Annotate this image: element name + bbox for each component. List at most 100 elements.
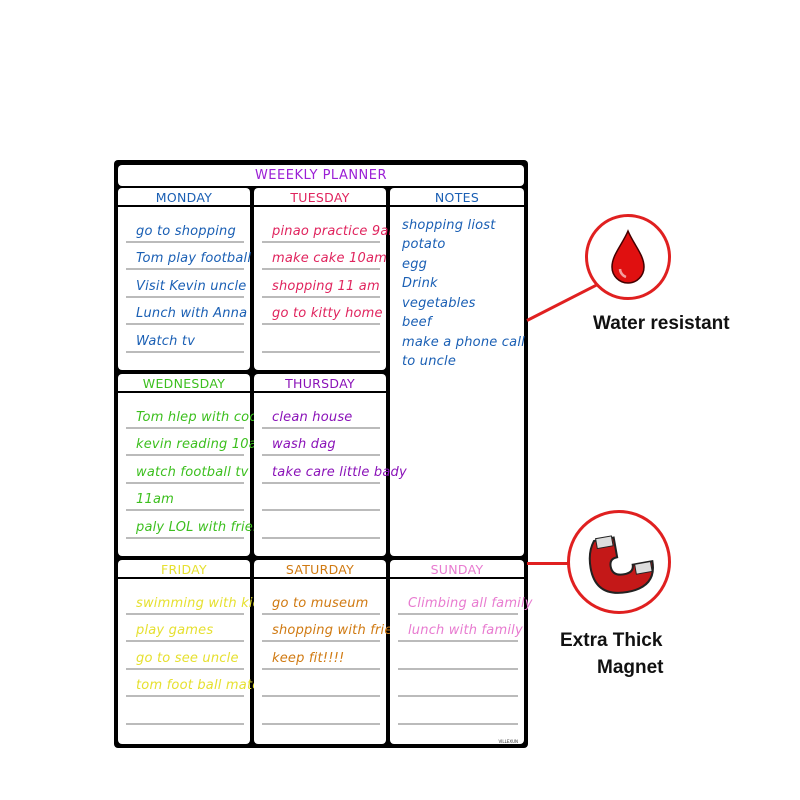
panel-sunday: SUNDAY Climbing all family lunch with fami… <box>390 560 533 744</box>
list-item[interactable]: wash dag <box>262 429 380 456</box>
list-item[interactable]: clean house <box>262 401 380 429</box>
list-item[interactable]: shopping with friends <box>262 615 416 642</box>
item-text: clean house <box>272 409 353 425</box>
list-item[interactable]: swimming with kid <box>126 587 261 615</box>
list-item[interactable]: Drink <box>398 274 518 294</box>
list-item[interactable] <box>262 697 380 725</box>
list-item[interactable]: shopping 11 am <box>262 270 380 298</box>
panel-notes: NOTES shopping liost potato egg Drink vegetab… <box>390 188 525 556</box>
item-text: keep fit!!!! <box>272 650 345 666</box>
item-text: egg <box>402 256 428 272</box>
list-item[interactable]: take care little bady <box>262 456 407 484</box>
panel-header-notes: NOTES <box>390 188 524 207</box>
list-item[interactable] <box>262 484 380 511</box>
water-drop-icon <box>585 214 671 300</box>
item-text: Watch tv <box>136 333 196 349</box>
item-text: swimming with kid <box>136 595 262 611</box>
list-item[interactable] <box>398 697 518 725</box>
item-text: make a phone call <box>402 334 525 350</box>
item-text: watch football tv <box>136 464 249 480</box>
panel-header-monday: MONDAY <box>118 188 250 207</box>
list-item[interactable]: shopping liost <box>398 215 518 235</box>
panel-saturday: SATURDAY go to museum shopping with friend… <box>254 560 416 744</box>
item-text: Lunch with Anna <box>136 306 248 321</box>
item-text: Tom play football <box>136 251 252 266</box>
item-text: Drink <box>402 276 438 291</box>
list-item[interactable]: Watch tv <box>126 325 244 353</box>
list-item[interactable]: keep fit!!!! <box>262 642 380 670</box>
list-item[interactable]: go to see uncle <box>126 642 244 670</box>
panel-wednesday: WEDNESDAY Tom hlep with cook kevin reading… <box>118 374 277 556</box>
item-text: play games <box>136 623 214 638</box>
item-text: make cake 10am <box>272 251 388 266</box>
list-item[interactable]: Lunch with Anna <box>126 298 248 325</box>
item-text: beef <box>402 315 432 330</box>
item-text: potato <box>402 237 446 252</box>
list-item[interactable]: potato <box>398 235 518 255</box>
item-text: Visit Kevin uncle <box>136 278 247 294</box>
list-item[interactable] <box>398 670 518 697</box>
item-text: take care little bady <box>272 464 407 480</box>
planner-title: WEEEKLY PLANNER <box>118 165 524 186</box>
list-item[interactable]: 11am <box>126 484 244 511</box>
magnet-icon <box>567 510 671 614</box>
magnet-label-line1: Extra Thick <box>560 630 663 651</box>
panel-header-wednesday: WEDNESDAY <box>118 374 250 393</box>
item-text: vegetables <box>402 295 476 311</box>
item-text: Climbing all family <box>408 595 533 611</box>
item-text: pinao practice 9am <box>272 223 402 239</box>
panel-friday: FRIDAY swimming with kid play games go to s… <box>118 560 268 744</box>
list-item[interactable]: make cake 10am <box>262 243 387 270</box>
connector-line <box>526 283 598 322</box>
list-item[interactable] <box>262 511 380 539</box>
item-text: kevin reading 10am <box>136 437 270 452</box>
list-item[interactable]: egg <box>398 254 518 274</box>
list-item[interactable]: pinao practice 9am <box>262 215 401 243</box>
panel-header-sunday: SUNDAY <box>390 560 524 579</box>
list-item[interactable] <box>262 670 380 697</box>
panel-header-thursday: THURSDAY <box>254 374 386 393</box>
list-item[interactable]: go to kitty home <box>262 298 383 325</box>
list-item[interactable]: watch football tv <box>126 456 248 484</box>
item-text: 11am <box>136 492 174 507</box>
item-text: shopping liost <box>402 217 496 233</box>
list-item[interactable] <box>126 697 244 725</box>
list-item[interactable]: Climbing all family <box>398 587 533 615</box>
panel-tuesday: TUESDAY pinao practice 9am make cake 10am s… <box>254 188 401 370</box>
list-item[interactable]: kevin reading 10am <box>126 429 270 456</box>
list-item[interactable]: go to museum <box>262 587 380 615</box>
item-text: go to see uncle <box>136 650 239 666</box>
panel-header-tuesday: TUESDAY <box>254 188 386 207</box>
item-text: to uncle <box>402 354 457 369</box>
item-text: go to kitty home <box>272 306 383 321</box>
list-item[interactable]: beef <box>398 313 518 333</box>
list-item[interactable]: paly LOL with friends <box>126 511 277 539</box>
item-text: shopping 11 am <box>272 278 380 294</box>
connector-line <box>527 562 571 565</box>
list-item[interactable]: lunch with family <box>398 615 523 642</box>
list-item[interactable] <box>262 325 380 353</box>
item-text: paly LOL with friends <box>136 519 277 535</box>
list-item[interactable]: go to shopping <box>126 215 244 243</box>
item-text: Tom hlep with cook <box>136 409 266 425</box>
item-text: shopping with friends <box>272 623 417 638</box>
list-item[interactable]: Tom play football <box>126 243 251 270</box>
list-item[interactable]: tom foot ball match <box>126 670 268 697</box>
list-item[interactable]: to uncle <box>398 352 518 372</box>
water-resistant-label: Water resistant <box>593 313 730 334</box>
item-text: go to museum <box>272 595 369 611</box>
list-item[interactable] <box>398 642 518 670</box>
list-item[interactable]: play games <box>126 615 244 642</box>
list-item[interactable]: vegetables <box>398 293 518 313</box>
item-text: lunch with family <box>408 623 523 638</box>
panel-header-friday: FRIDAY <box>118 560 250 579</box>
list-item[interactable]: Tom hlep with cook <box>126 401 265 429</box>
list-item[interactable]: Visit Kevin uncle <box>126 270 247 298</box>
item-text: wash dag <box>272 437 336 452</box>
panel-header-saturday: SATURDAY <box>254 560 386 579</box>
item-text: go to shopping <box>136 223 236 239</box>
brand-label: VILLEXUN <box>498 739 518 744</box>
item-text: tom foot ball match <box>136 678 269 693</box>
magnet-label-line2: Magnet <box>597 657 664 678</box>
list-item[interactable]: make a phone call <box>398 332 525 352</box>
